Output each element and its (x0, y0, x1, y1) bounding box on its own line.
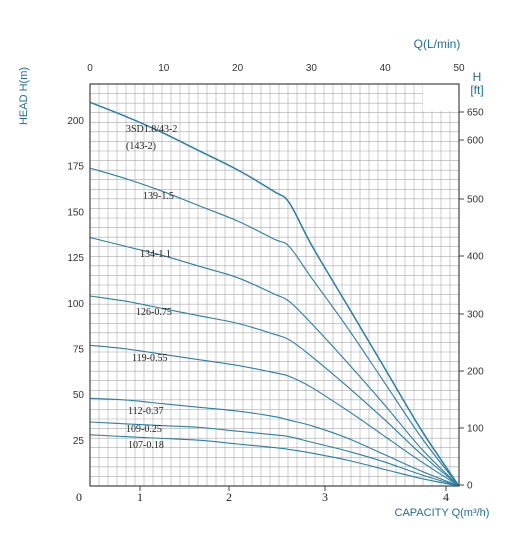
y-left-tick-label: 75 (73, 344, 85, 355)
y-left-tick-label: 175 (67, 162, 84, 173)
x-bottom-tick-label: 3 (322, 490, 328, 504)
series-line-4 (89, 344, 460, 487)
y-right-tick-label: 100 (467, 424, 484, 435)
series-line-3 (89, 295, 460, 487)
y-left-axis-title: HEAD H(m) (18, 67, 30, 125)
x-top-tick-label: 0 (87, 63, 93, 74)
y-right-tick-label: 0 (467, 481, 473, 492)
series-label-1: 139-1.5 (143, 191, 174, 202)
x-top-tick-label: 10 (158, 63, 170, 74)
y-left-tick-label: 125 (67, 253, 84, 264)
series-line-6 (89, 421, 460, 487)
series-line-0 (89, 101, 460, 487)
y-left-tick-label: 25 (73, 436, 85, 447)
series-label-4: 119-0.55 (132, 353, 167, 364)
x-top-axis-title: Q(L/min) (414, 37, 461, 51)
y-left-tick-label: 50 (73, 390, 85, 401)
series-label-7: 107-0.18 (128, 440, 164, 451)
x-bottom-tick-label: 2 (226, 490, 232, 504)
x-top-tick-label: 20 (232, 63, 244, 74)
series-label-6: 109-0.25 (126, 424, 162, 435)
y-right-axis-unit: [ft] (470, 83, 483, 97)
plot-frame (89, 83, 460, 487)
series-line-2 (89, 236, 460, 487)
series-line-5 (89, 397, 460, 487)
ft-axis-title-box (423, 84, 459, 111)
y-left-tick-label: 200 (67, 116, 84, 127)
x-bottom-tick-label: 0 (76, 490, 82, 504)
y-right-tick-label: 200 (467, 367, 484, 378)
y-right-axis-title: H (473, 70, 482, 84)
series-label-0-secondary: (143-2) (126, 141, 156, 152)
curves (89, 101, 460, 487)
y-left-tick-label: 100 (67, 299, 84, 310)
x-top-tick-label: 50 (453, 63, 465, 74)
y-right-tick-label: 500 (467, 195, 484, 206)
tick-labels: 0 10 20 30 40 5025507510012515017520001002003… (67, 63, 484, 504)
y-left-tick-label: 150 (67, 207, 84, 218)
x-top-tick-label: 40 (380, 63, 392, 74)
y-right-tick-label: 300 (467, 310, 484, 321)
x-bottom-tick-label: 1 (137, 490, 143, 504)
y-right-tick-label: 400 (467, 252, 484, 263)
series-label-5: 112-0.37 (128, 406, 163, 417)
y-right-tick-label: 650 (467, 108, 484, 119)
x-top-tick-label: 30 (306, 63, 318, 74)
series-label-2: 134-1.1 (140, 249, 171, 260)
series-line-7 (89, 434, 460, 487)
series-labels: 3SD1.8/43-2 (143-2) 139-1.5 134-1.1 126-0.75… (126, 124, 177, 451)
series-line-1 (89, 167, 460, 487)
x-bottom-tick-label: 4 (443, 490, 449, 504)
series-label-3: 126-0.75 (136, 307, 172, 318)
series-label-0: 3SD1.8/43-2 (126, 124, 177, 135)
x-bottom-axis-title: CAPACITY Q(m³/h) (395, 507, 490, 519)
y-right-tick-label: 600 (467, 136, 484, 147)
